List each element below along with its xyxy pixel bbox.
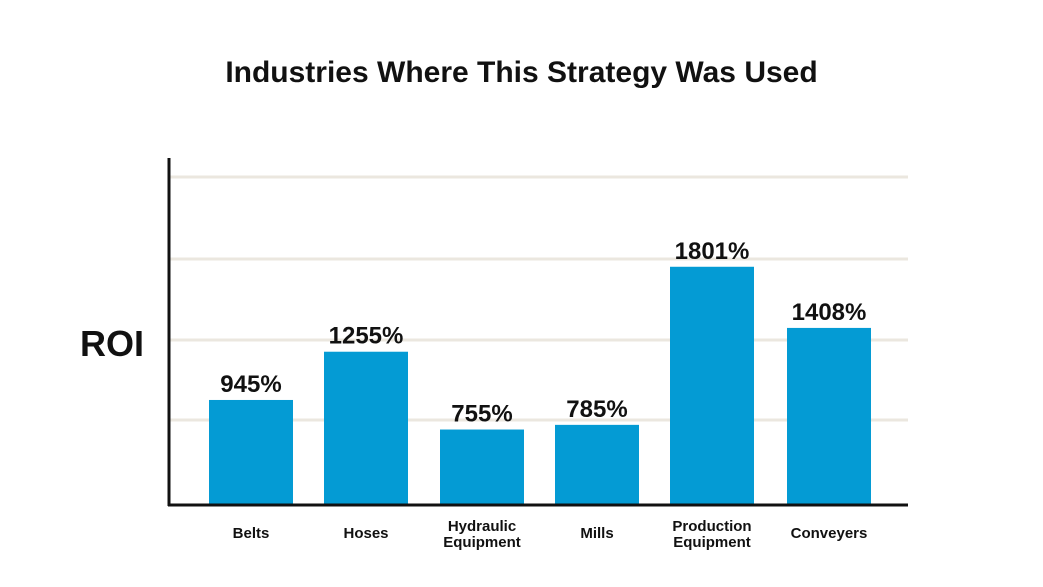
x-tick-label: Production Equipment [672, 518, 751, 551]
data-label: 945% [220, 371, 281, 398]
x-tick-label: Hydraulic Equipment [443, 518, 521, 551]
x-tick-label: Belts [233, 525, 270, 542]
bars [209, 266, 871, 505]
x-tick-label: Hoses [343, 525, 388, 542]
data-label: 1255% [329, 323, 404, 350]
labels: 945% 1255% 755% 785% 1801% 1408% ROI Belts Hoses… [80, 238, 867, 551]
bar [209, 399, 293, 505]
x-tick-label: Conveyers [791, 525, 868, 542]
y-axis-label: ROI [80, 323, 144, 364]
bar [440, 429, 524, 505]
bar [670, 266, 754, 505]
data-label: 785% [566, 396, 627, 423]
bar [324, 351, 408, 505]
axes [167, 158, 908, 507]
bar [555, 424, 639, 505]
data-label: 1801% [675, 238, 750, 265]
bar [787, 327, 871, 505]
data-label: 1408% [792, 299, 867, 326]
x-tick-label: Mills [580, 525, 613, 542]
chart-title: Industries Where This Strategy Was Used [225, 56, 818, 89]
data-label: 755% [451, 401, 512, 428]
